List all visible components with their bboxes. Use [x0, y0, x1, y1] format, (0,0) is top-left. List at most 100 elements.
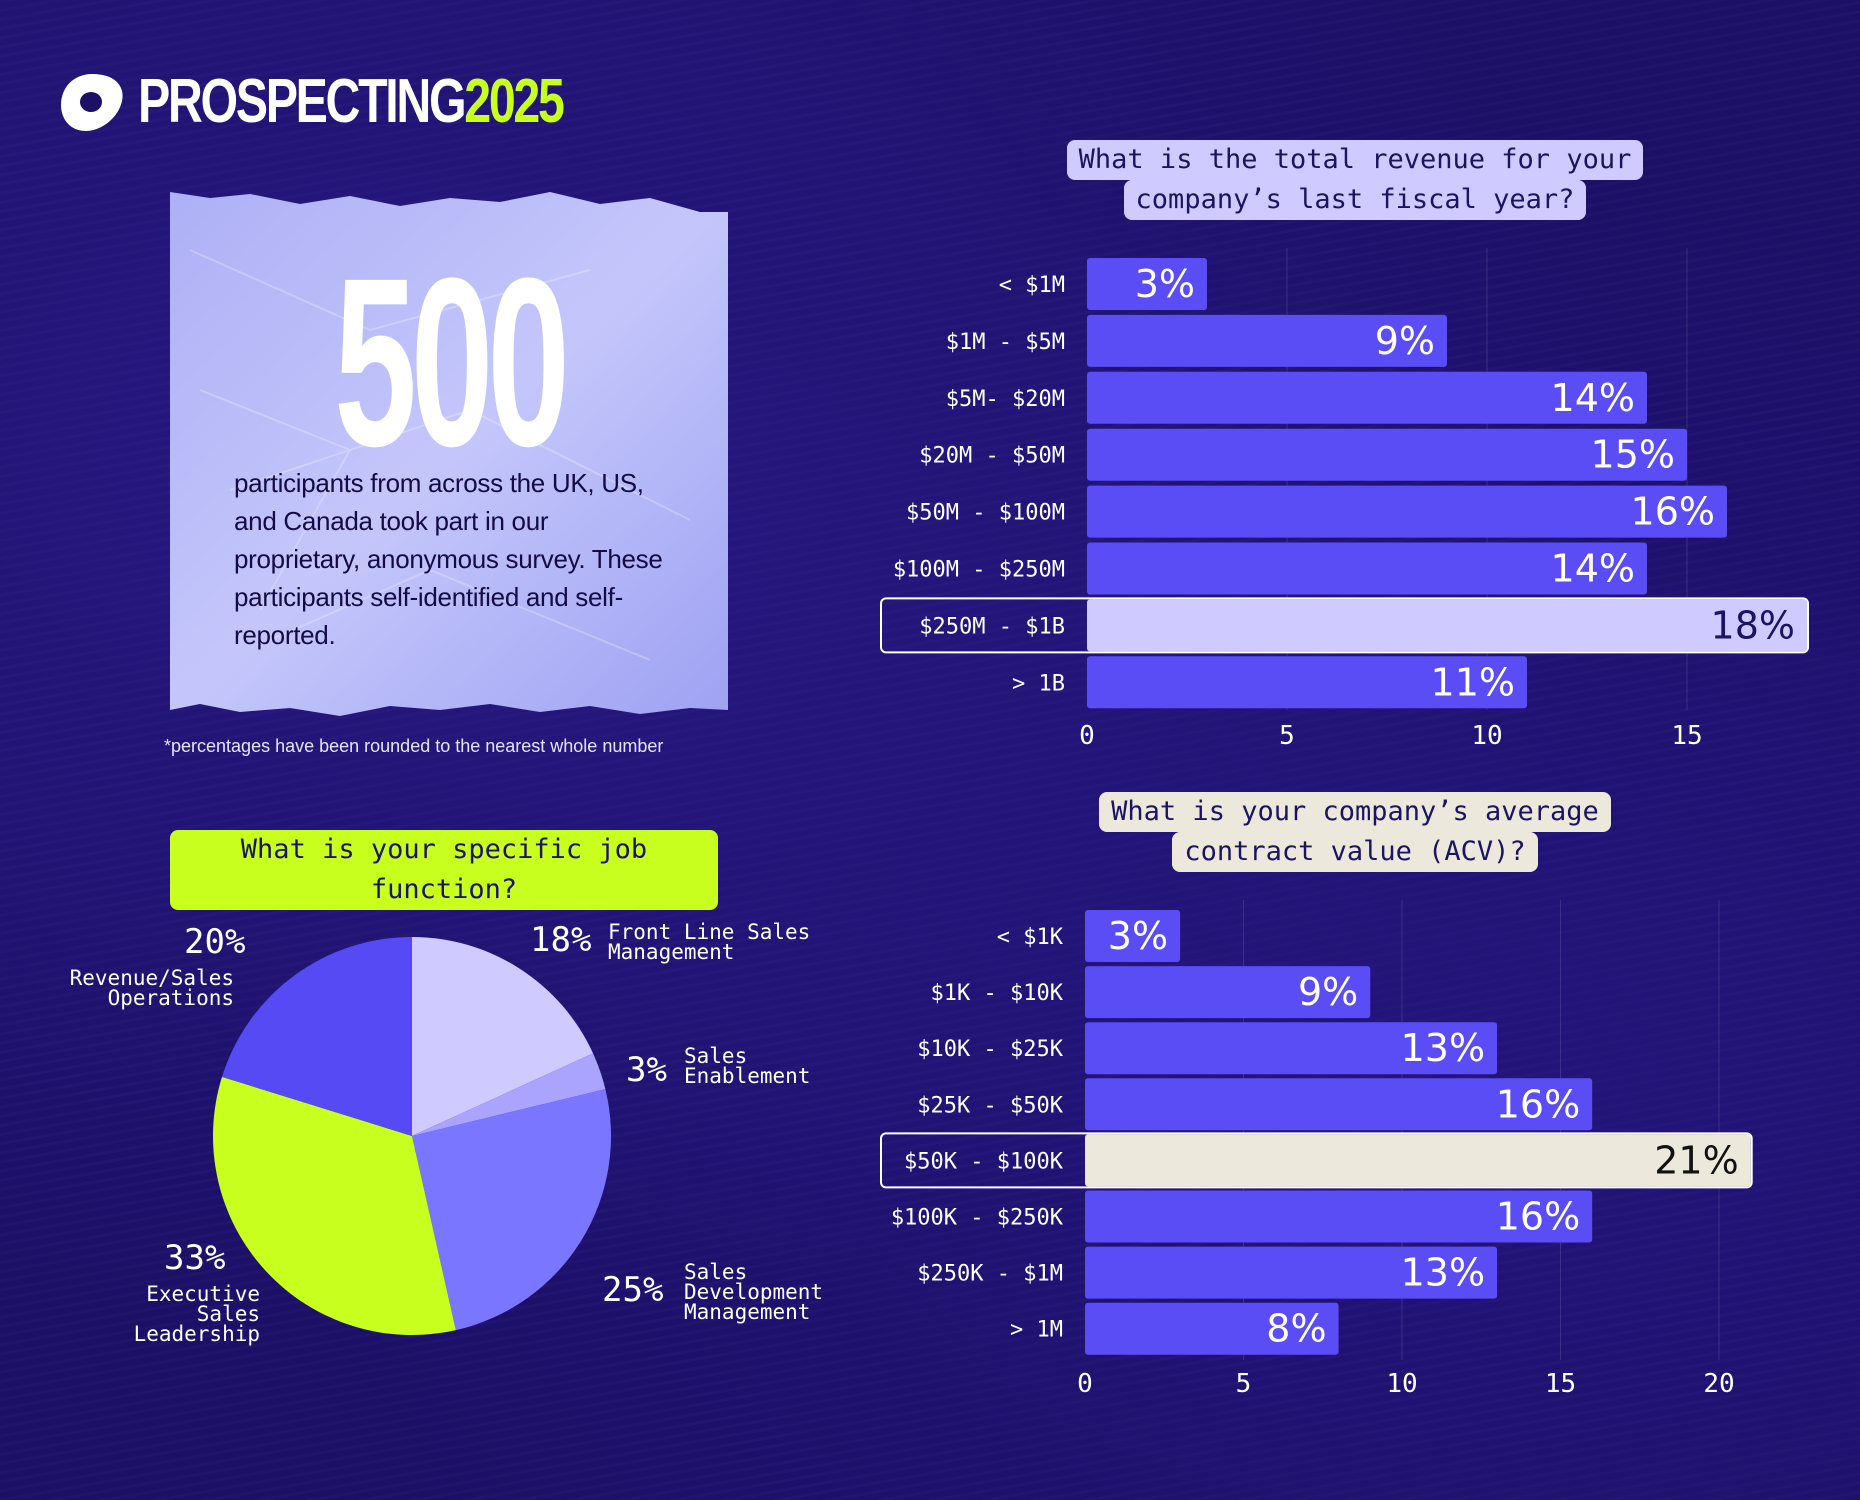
- pie-pct-sdm: 25%: [602, 1270, 664, 1310]
- chart1-bar-4: [1085, 1134, 1751, 1187]
- brand-year: 2025: [464, 67, 565, 136]
- chart0-bar-4: [1087, 485, 1727, 538]
- chart0-category-label-0: < $1M: [999, 273, 1065, 298]
- chart1-category-label-2: $10K - $25K: [917, 1037, 1063, 1062]
- stat-card: [170, 190, 728, 718]
- pie-pct-enablement: 3%: [626, 1050, 667, 1090]
- chart1-highlight-outline: [880, 1132, 1753, 1189]
- pie-label-executive-line-3: Leadership: [133, 1322, 260, 1346]
- chart0-value-label-1: 9%: [1375, 319, 1435, 363]
- chart1-bar-3: [1085, 1078, 1593, 1131]
- chart0-value-label-7: 11%: [1431, 660, 1515, 704]
- chart1-category-label-6: $250K - $1M: [917, 1262, 1063, 1287]
- chart1-bar-6: [1085, 1246, 1498, 1299]
- pie-label-revenue-ops: Revenue/Sales Operations: [64, 966, 234, 1010]
- chart1-x-tick-10: 10: [1386, 1369, 1417, 1399]
- chart0-category-label-6: $250M - $1B: [919, 614, 1065, 639]
- pie-label-executive-line-2: Sales: [196, 1302, 260, 1326]
- pie-label-front-line-line-1: Front Line Sales: [608, 920, 811, 944]
- revenue-question: What is the total revenue for your compa…: [1040, 140, 1670, 220]
- acv-question-line-1: What is your company’s average: [1099, 792, 1611, 832]
- chart1-value-label-2: 13%: [1401, 1026, 1485, 1070]
- footnote: *percentages have been rounded to the ne…: [164, 736, 664, 756]
- chart1-category-label-7: > 1M: [1010, 1318, 1063, 1343]
- chart0-x-tick-10: 10: [1471, 721, 1502, 751]
- chart0-x-tick-15: 15: [1671, 721, 1702, 751]
- pie-pct-front-line: 18%: [530, 920, 592, 960]
- pie-slice-0: [412, 937, 594, 1136]
- pie-pct-revenue-ops: 20%: [184, 922, 246, 962]
- pie-label-front-line-line-2: Management: [608, 940, 735, 964]
- chart1-x-tick-5: 5: [1236, 1369, 1252, 1399]
- pie-slice-1: [412, 1053, 606, 1136]
- pie-label-sdm-line-1: Sales: [684, 1260, 748, 1284]
- chart0-bar-7: [1087, 656, 1527, 709]
- pie-slice-2: [412, 1089, 611, 1331]
- chart1-category-label-4: $50K - $100K: [904, 1149, 1064, 1174]
- chart1-category-label-0: < $1K: [997, 925, 1064, 950]
- pie-label-revenue-ops-line-2: Operations: [107, 986, 234, 1010]
- chart1-value-label-6: 13%: [1401, 1251, 1485, 1295]
- job-function-question-text: What is your specific job function?: [170, 830, 718, 910]
- header-logo: PROSPECTING2025: [58, 66, 682, 137]
- acv-question: What is your company’s average contract …: [1040, 792, 1670, 872]
- chart1-x-tick-15: 15: [1545, 1369, 1576, 1399]
- chart0-value-label-6: 18%: [1711, 603, 1795, 647]
- brand-name: PROSPECTING: [138, 67, 467, 136]
- chart0-bar-0: [1087, 258, 1207, 310]
- chart0-category-label-2: $5M- $20M: [946, 387, 1065, 412]
- chart1-bar-0: [1085, 910, 1181, 962]
- pie-label-revenue-ops-line-1: Revenue/Sales: [69, 966, 234, 990]
- chart0-value-label-0: 3%: [1135, 262, 1195, 306]
- pie-slice-4: [221, 937, 412, 1136]
- chart1-value-label-3: 16%: [1496, 1082, 1580, 1126]
- chart1-category-label-5: $100K - $250K: [891, 1206, 1064, 1231]
- pie-label-sdm-line-3: Management: [684, 1300, 811, 1324]
- pie-label-executive: Executive Sales Leadership: [60, 1282, 260, 1346]
- revenue-question-line-2: company’s last fiscal year?: [1123, 180, 1587, 220]
- chart0-bar-3: [1087, 428, 1687, 481]
- brand-title: PROSPECTING2025: [138, 66, 565, 137]
- chart0-x-tick-5: 5: [1279, 721, 1295, 751]
- job-function-question: What is your specific job function?: [170, 830, 718, 910]
- pie-label-enablement-line-2: Enablement: [684, 1064, 811, 1088]
- chart1-bar-2: [1085, 1022, 1498, 1075]
- chart1-category-label-1: $1K - $10K: [931, 981, 1064, 1006]
- intro-text: participants from across the UK, US, and…: [234, 468, 663, 650]
- pie-pct-executive: 33%: [164, 1238, 226, 1278]
- chart1-x-tick-20: 20: [1703, 1369, 1734, 1399]
- pie-slice-3: [212, 1076, 456, 1335]
- pie-label-sdm-line-2: Development: [684, 1280, 824, 1304]
- pie-label-enablement-line-1: Sales: [684, 1044, 748, 1068]
- chart1-value-label-0: 3%: [1108, 914, 1168, 958]
- pie-label-sdm: Sales Development Management: [684, 1260, 824, 1324]
- paper-background: [170, 192, 728, 716]
- chart0-value-label-5: 14%: [1551, 547, 1635, 591]
- chart1-bar-5: [1085, 1190, 1593, 1243]
- chart1-value-label-5: 16%: [1496, 1195, 1580, 1239]
- chart0-category-label-4: $50M - $100M: [906, 501, 1065, 526]
- chart0-value-label-3: 15%: [1591, 433, 1675, 477]
- chart0-bar-1: [1087, 314, 1447, 367]
- participant-count: 500: [334, 228, 570, 496]
- chart1-value-label-4: 21%: [1654, 1138, 1738, 1182]
- chart1-category-label-3: $25K - $50K: [917, 1093, 1063, 1118]
- revenue-question-line-1: What is the total revenue for your: [1066, 140, 1644, 180]
- chart0-category-label-7: > 1B: [1012, 671, 1065, 696]
- chart1-value-label-1: 9%: [1298, 970, 1358, 1014]
- chart1-bar-1: [1085, 966, 1371, 1019]
- chart0-category-label-3: $20M - $50M: [919, 444, 1065, 469]
- pie-label-executive-line-1: Executive: [146, 1282, 260, 1306]
- chart1-value-label-7: 8%: [1266, 1307, 1326, 1351]
- chart0-bar-6: [1087, 599, 1807, 652]
- chart0-category-label-5: $100M - $250M: [893, 558, 1065, 583]
- chart1-x-tick-0: 0: [1077, 1369, 1093, 1399]
- pie-label-front-line: Front Line Sales Management: [608, 920, 811, 964]
- outreach-logo-icon: [61, 73, 123, 131]
- chart0-x-tick-0: 0: [1079, 721, 1095, 751]
- chart0-value-label-2: 14%: [1551, 376, 1635, 420]
- chart0-bar-2: [1087, 371, 1647, 424]
- chart0-highlight-outline: [880, 597, 1809, 654]
- pie-label-enablement: Sales Enablement: [684, 1044, 811, 1088]
